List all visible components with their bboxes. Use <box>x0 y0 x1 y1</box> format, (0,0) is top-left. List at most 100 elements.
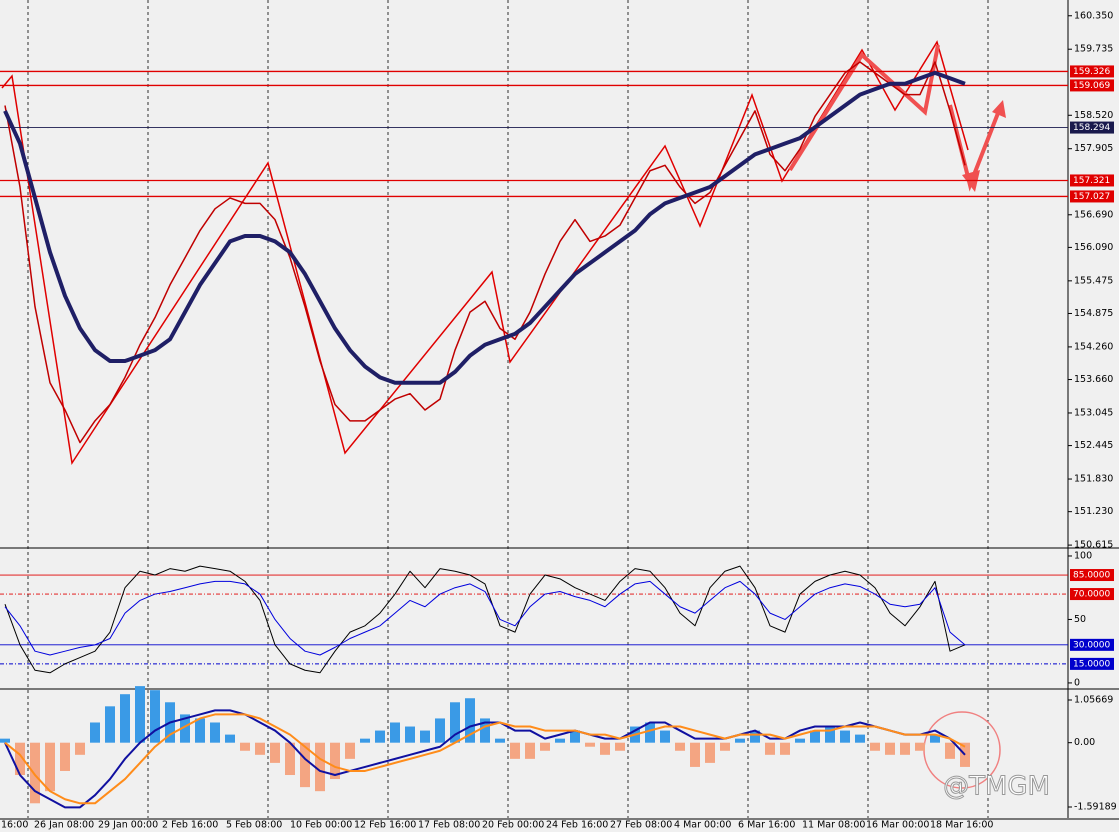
watermark: @TMGM <box>943 772 1050 802</box>
histogram-bar <box>570 730 580 743</box>
histogram-bar <box>105 706 115 743</box>
y-tick-label: 100 <box>1074 550 1092 561</box>
histogram-bar <box>330 742 340 780</box>
y-tick-label: 156.690 <box>1074 209 1113 220</box>
histogram-bar <box>420 730 430 743</box>
histogram-bar <box>435 718 445 743</box>
y-tick-label: 159.735 <box>1074 44 1113 55</box>
histogram-bar <box>945 742 955 759</box>
y-tick-label: 158.520 <box>1074 110 1113 121</box>
histogram-bar <box>150 690 160 743</box>
x-tick-label: 17 Feb 08:00 <box>418 820 480 831</box>
histogram-bar <box>510 742 520 759</box>
level-label: 30.0000 <box>1073 640 1110 650</box>
series-line <box>4 713 966 805</box>
level-label: 15.0000 <box>1073 659 1110 669</box>
y-tick-label: 157.905 <box>1074 143 1113 154</box>
level-label: 157.321 <box>1073 176 1110 186</box>
level-label: 85.0000 <box>1073 571 1110 581</box>
y-tick-label: 0 <box>1074 677 1080 688</box>
y-tick-label: -1.59189 <box>1074 802 1117 813</box>
histogram-bar <box>30 742 40 804</box>
level-label: 157.027 <box>1073 192 1110 202</box>
y-tick-label: 1.05669 <box>1074 694 1113 705</box>
histogram-bar <box>315 742 325 792</box>
histogram-bar <box>915 742 925 751</box>
histogram-bar <box>645 722 655 743</box>
histogram-bar <box>45 742 55 792</box>
x-tick-label: 11 Mar 08:00 <box>802 820 865 831</box>
x-tick-label: 10 Feb 00:00 <box>290 820 352 831</box>
histogram-bar <box>885 742 895 755</box>
histogram-bar <box>15 742 25 776</box>
histogram-bar <box>285 742 295 776</box>
y-tick-label: 50 <box>1074 614 1086 625</box>
series-line <box>4 709 966 809</box>
histogram-bar <box>180 714 190 743</box>
histogram-bar <box>90 722 100 743</box>
histogram-bar <box>855 734 865 743</box>
x-tick-label: 2 Feb 16:00 <box>162 820 218 831</box>
histogram-bar <box>360 738 370 743</box>
x-tick-label: 4 Mar 00:00 <box>674 820 731 831</box>
level-label-box <box>1070 65 1114 78</box>
y-tick-label: 150.615 <box>1074 540 1113 551</box>
histogram-bar <box>750 730 760 743</box>
histogram-bar <box>465 698 475 743</box>
histogram-bar <box>900 742 910 755</box>
histogram-bar <box>540 742 550 751</box>
level-label-box <box>1070 657 1114 670</box>
series-line <box>4 61 966 444</box>
histogram-bar <box>240 742 250 751</box>
histogram-bar <box>255 742 265 755</box>
histogram-bar <box>735 738 745 743</box>
x-tick-label: 20 Feb 00:00 <box>482 820 544 831</box>
level-label-box <box>1070 79 1114 92</box>
annotations <box>1 40 1006 789</box>
y-tick-label: 155.475 <box>1074 275 1113 286</box>
y-tick-label: 153.045 <box>1074 407 1113 418</box>
level-label: 158.294 <box>1073 123 1110 133</box>
x-tick-label: 29 Jan 00:00 <box>98 820 158 831</box>
histogram-bar <box>60 742 70 771</box>
histogram-bar <box>600 742 610 755</box>
histogram-bar <box>765 742 775 755</box>
histogram-bar <box>300 742 310 788</box>
x-tick-label: 26 Jan 08:00 <box>34 820 94 831</box>
x-tick-label: 16 Mar 00:00 <box>866 820 929 831</box>
y-tick-label: 160.350 <box>1074 10 1113 21</box>
histogram-bar <box>345 742 355 759</box>
histogram-bar <box>825 726 835 743</box>
histogram-bar <box>405 726 415 743</box>
histogram-bar <box>810 730 820 743</box>
y-tick-label: 154.875 <box>1074 308 1113 319</box>
x-tick-label: 18 Mar 16:00 <box>930 820 993 831</box>
y-tick-label: 153.660 <box>1074 374 1113 385</box>
series-line <box>4 580 966 656</box>
histogram-bar <box>120 694 130 743</box>
level-label-box <box>1070 174 1114 187</box>
level-label: 70.0000 <box>1073 590 1110 600</box>
level-label-box <box>1070 569 1114 582</box>
histogram-bar <box>720 742 730 751</box>
histogram-bar <box>690 742 700 767</box>
histogram-bar <box>480 718 490 743</box>
series-line <box>4 565 966 674</box>
histogram-bar <box>615 742 625 751</box>
histogram-bar <box>705 742 715 763</box>
x-tick-label: 27 Feb 08:00 <box>610 820 672 831</box>
level-label: 159.069 <box>1073 81 1110 91</box>
x-tick-label: 12 Feb 16:00 <box>354 820 416 831</box>
y-tick-label: 151.230 <box>1074 506 1113 517</box>
histogram-bar <box>270 742 280 763</box>
histogram-bar <box>795 738 805 743</box>
histogram-bar <box>225 734 235 743</box>
time-grid <box>27 0 989 818</box>
histogram-bar <box>390 722 400 743</box>
zigzag <box>1 40 969 466</box>
histogram-bar <box>675 742 685 751</box>
level-label-box <box>1070 638 1114 651</box>
x-tick-label: 24 Feb 16:00 <box>546 820 608 831</box>
